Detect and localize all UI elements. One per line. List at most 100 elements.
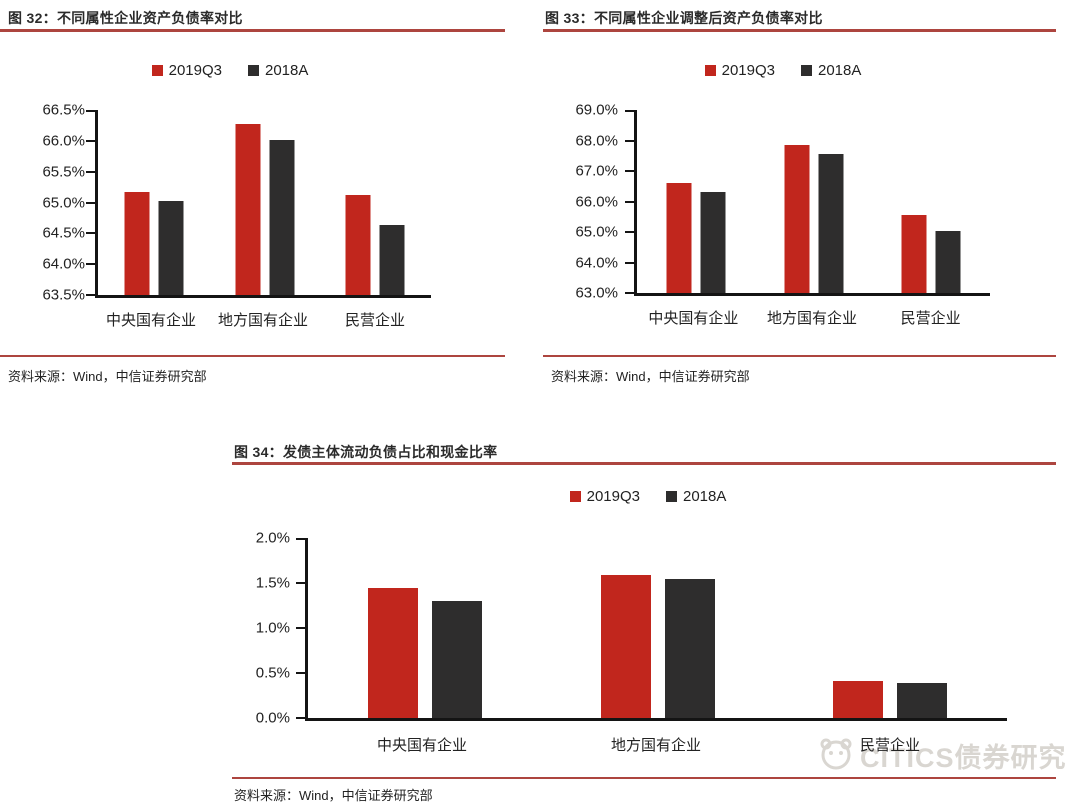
- y-axis-tick-label: 0.5%: [255, 664, 290, 682]
- x-axis-category-label: 中央国有企业: [376, 737, 468, 754]
- y-axis-tick-label: 64.5%: [42, 224, 85, 242]
- y-axis-tick: [86, 232, 95, 235]
- legend-swatch: [801, 65, 812, 76]
- legend-item: 2019Q3: [151, 62, 222, 79]
- y-axis-tick-label: 64.0%: [42, 255, 85, 273]
- y-axis-tick: [625, 261, 634, 264]
- y-axis-tick-label: 65.0%: [575, 223, 618, 241]
- y-axis-tick-label: 68.0%: [575, 132, 618, 149]
- bar-2018a: [379, 224, 405, 295]
- y-axis-labels: 66.5% 66.0% 65.5% 65.0% 64.5% 64.0% 63.5%: [0, 102, 89, 304]
- legend-swatch: [704, 65, 716, 76]
- y-axis-tick: [86, 139, 95, 142]
- legend-swatch: [569, 491, 581, 502]
- source-note: 资料来源：Wind，中信证券研究部: [8, 369, 207, 384]
- chart-legend: 2019Q3 2018A: [583, 62, 983, 79]
- bar-2019q3: [345, 195, 371, 295]
- citics-panda-logo-icon: [818, 736, 854, 775]
- y-axis-tick-label: 1.5%: [255, 574, 290, 592]
- bar-group: [833, 681, 948, 718]
- y-axis-tick-label: 66.5%: [42, 101, 85, 119]
- plot-area: [86, 110, 431, 298]
- plot-area: [625, 110, 990, 296]
- legend-label: 2018A: [818, 62, 862, 79]
- bar-2019q3: [666, 183, 692, 293]
- legend-label: 2019Q3: [586, 488, 640, 505]
- y-axis-tick-label: 66.0%: [575, 193, 618, 210]
- figure-34: CITICS债券研究 图 34：发债主体流动负债占比和现金比率 2019Q3 20…: [232, 432, 1066, 811]
- source-divider-rule: [0, 355, 505, 357]
- legend-swatch: [666, 491, 677, 502]
- y-axis-tick: [296, 627, 305, 629]
- bar-2019q3: [124, 192, 149, 295]
- bar-group: [367, 588, 482, 718]
- bar-2018a: [158, 201, 183, 295]
- legend-item: 2018A: [801, 62, 861, 79]
- x-axis-category-label: 中央国有企业: [648, 310, 739, 327]
- x-axis-category-label: 民营企业: [344, 312, 405, 329]
- y-axis-tick: [625, 200, 634, 203]
- y-axis-tick: [625, 231, 634, 233]
- y-axis-tick: [86, 294, 95, 296]
- bar-2018a: [700, 192, 726, 293]
- y-axis-tick-label: 69.0%: [575, 101, 618, 119]
- figure-33: 图 33：不同属性企业调整后资产负债率对比 2019Q3 2018A 69.0% 6…: [543, 0, 1056, 400]
- x-axis-category-label: 地方国有企业: [217, 312, 309, 329]
- y-axis-tick-label: 67.0%: [575, 162, 618, 180]
- bar-group: [666, 183, 726, 293]
- legend-swatch: [248, 65, 259, 76]
- y-axis-tick: [86, 263, 95, 266]
- legend-swatch: [151, 65, 163, 76]
- y-axis-tick-label: 65.0%: [42, 194, 85, 211]
- y-axis-tick-label: 2.0%: [255, 529, 290, 547]
- bar-group: [901, 215, 961, 293]
- x-axis-category-label: 民营企业: [859, 737, 920, 754]
- legend-label: 2018A: [683, 488, 727, 505]
- bar-group: [235, 124, 294, 295]
- x-axis-labels: 中央国有企业 地方国有企业 民营企业: [95, 301, 431, 329]
- figure-title: 图 33：不同属性企业调整后资产负债率对比: [545, 10, 823, 26]
- bar-2018a: [664, 579, 715, 718]
- y-axis-tick: [625, 292, 634, 294]
- source-divider-rule: [232, 777, 1056, 779]
- y-axis-tick: [296, 672, 305, 674]
- title-underline-rule: [232, 462, 1056, 465]
- y-axis-tick: [296, 538, 305, 540]
- x-axis-labels: 中央国有企业 地方国有企业 民营企业: [634, 299, 990, 327]
- legend-label: 2019Q3: [721, 62, 775, 79]
- bar-2019q3: [367, 588, 418, 718]
- bar-group: [600, 574, 715, 718]
- figure-title: 图 34：发债主体流动负债占比和现金比率: [234, 444, 498, 460]
- legend-item: 2019Q3: [569, 488, 640, 505]
- bar-2019q3: [833, 681, 884, 718]
- y-axis-tick-label: 0.0%: [255, 709, 290, 727]
- bar-2019q3: [901, 215, 927, 293]
- bar-2018a: [431, 601, 482, 718]
- y-axis-tick: [86, 170, 95, 173]
- legend-label: 2018A: [265, 62, 309, 79]
- bar-2018a: [897, 682, 948, 718]
- y-axis-tick: [296, 717, 305, 719]
- x-axis-category-label: 地方国有企业: [766, 310, 858, 327]
- title-underline-rule: [543, 29, 1056, 32]
- source-note: 资料来源：Wind，中信证券研究部: [551, 369, 750, 384]
- y-axis-tick-label: 64.0%: [575, 254, 618, 271]
- x-axis-category-label: 地方国有企业: [610, 737, 702, 754]
- y-axis-tick: [625, 110, 634, 112]
- plot-area: [296, 538, 1007, 721]
- y-axis-tick: [86, 201, 95, 204]
- y-axis-labels: 69.0% 68.0% 67.0% 66.0% 65.0% 64.0% 63.0%: [543, 102, 628, 302]
- bar-2018a: [269, 140, 294, 295]
- x-axis-labels: 中央国有企业 地方国有企业 民营企业: [305, 724, 1007, 754]
- bar-2018a: [935, 230, 961, 293]
- legend-item: 2019Q3: [704, 62, 775, 79]
- legend-item: 2018A: [666, 488, 726, 505]
- figure-32: 图 32：不同属性企业资产负债率对比 2019Q3 2018A 66.5% 66.0…: [0, 0, 505, 400]
- y-axis-tick-label: 63.0%: [575, 284, 618, 302]
- y-axis-tick-label: 66.0%: [42, 132, 85, 150]
- y-axis-tick: [625, 139, 634, 142]
- title-underline-rule: [0, 29, 505, 32]
- y-axis-tick-label: 63.5%: [42, 286, 85, 304]
- y-axis-tick-label: 1.0%: [255, 619, 290, 637]
- y-axis-tick-label: 65.5%: [42, 163, 85, 181]
